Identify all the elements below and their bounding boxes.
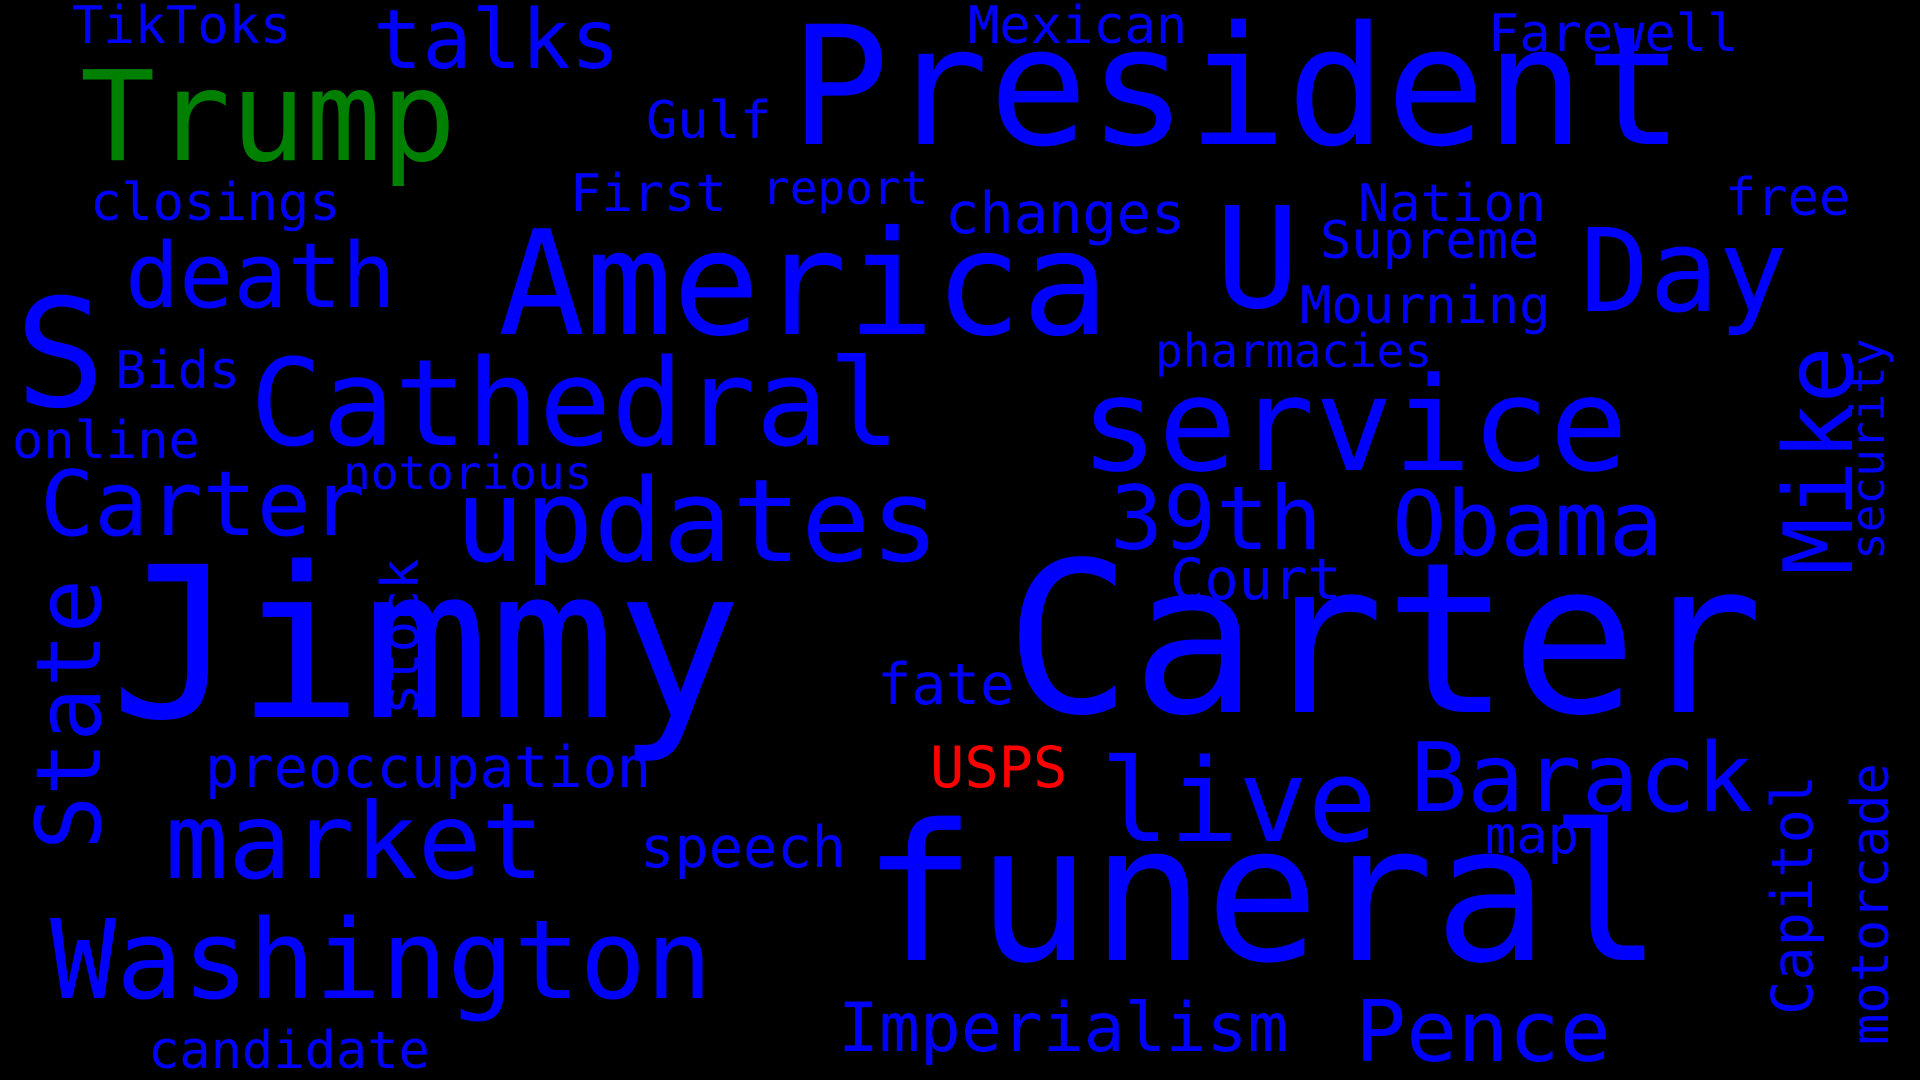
word-fate: fate bbox=[877, 652, 1015, 718]
word-usps: USPS bbox=[930, 735, 1068, 801]
word-pence: Pence bbox=[1355, 983, 1611, 1080]
word-free: free bbox=[1725, 168, 1851, 228]
word-motorcade: motorcade bbox=[1841, 763, 1901, 1045]
word-updates: updates bbox=[455, 455, 940, 589]
word-barack: Barack bbox=[1410, 724, 1754, 834]
word-speech: speech bbox=[640, 815, 846, 881]
word-carter-small: Carter bbox=[40, 452, 366, 557]
word-candidate: candidate bbox=[148, 1021, 430, 1080]
word-bids: Bids bbox=[115, 341, 241, 401]
word-39th: 39th bbox=[1110, 467, 1322, 570]
word-gulf: Gulf bbox=[646, 91, 772, 151]
word-court: Court bbox=[1170, 547, 1342, 613]
word-market: market bbox=[165, 781, 545, 903]
word-talks: talks bbox=[373, 0, 620, 88]
word-stock: stock bbox=[371, 558, 431, 715]
word-supreme: Supreme bbox=[1320, 211, 1540, 271]
word-obama: Obama bbox=[1392, 472, 1663, 577]
word-closings: closings bbox=[90, 173, 341, 233]
word-mourning: Mourning bbox=[1300, 276, 1551, 336]
word-live: live bbox=[1100, 735, 1377, 869]
word-capitol: Capitol bbox=[1760, 774, 1826, 1015]
word-tiktoks: TikToks bbox=[72, 0, 292, 56]
word-map: map bbox=[1485, 806, 1579, 866]
word-changes: changes bbox=[945, 181, 1186, 247]
word-day: Day bbox=[1580, 205, 1788, 339]
word-report: report bbox=[762, 161, 929, 215]
word-carter-large: Carter bbox=[1005, 517, 1764, 762]
word-preoccupation: preoccupation bbox=[205, 735, 652, 801]
word-imperialism: Imperialism bbox=[838, 989, 1289, 1068]
word-nation: Nation bbox=[1358, 174, 1546, 234]
word-mexican: Mexican bbox=[968, 0, 1188, 56]
word-state: State bbox=[17, 579, 122, 850]
word-death: death bbox=[125, 224, 396, 329]
word-notorious: notorious bbox=[343, 446, 593, 500]
word-jimmy: Jimmy bbox=[110, 522, 743, 767]
word-online: online bbox=[12, 411, 200, 471]
word-u: U bbox=[1215, 178, 1300, 341]
word-farewell: Farewell bbox=[1488, 4, 1739, 64]
word-washington: Washington bbox=[50, 896, 713, 1024]
word-first: First bbox=[570, 164, 727, 224]
word-funeral: funeral bbox=[862, 784, 1663, 1005]
word-pharmacies: pharmacies bbox=[1155, 324, 1432, 378]
word-trump: Trump bbox=[80, 45, 457, 190]
word-s: S bbox=[15, 268, 106, 442]
word-service: service bbox=[1080, 349, 1628, 501]
word-cathedral: Cathedral bbox=[250, 335, 901, 474]
word-security: security bbox=[1841, 338, 1895, 560]
word-president: President bbox=[790, 0, 1685, 183]
word-america: America bbox=[498, 200, 1110, 369]
